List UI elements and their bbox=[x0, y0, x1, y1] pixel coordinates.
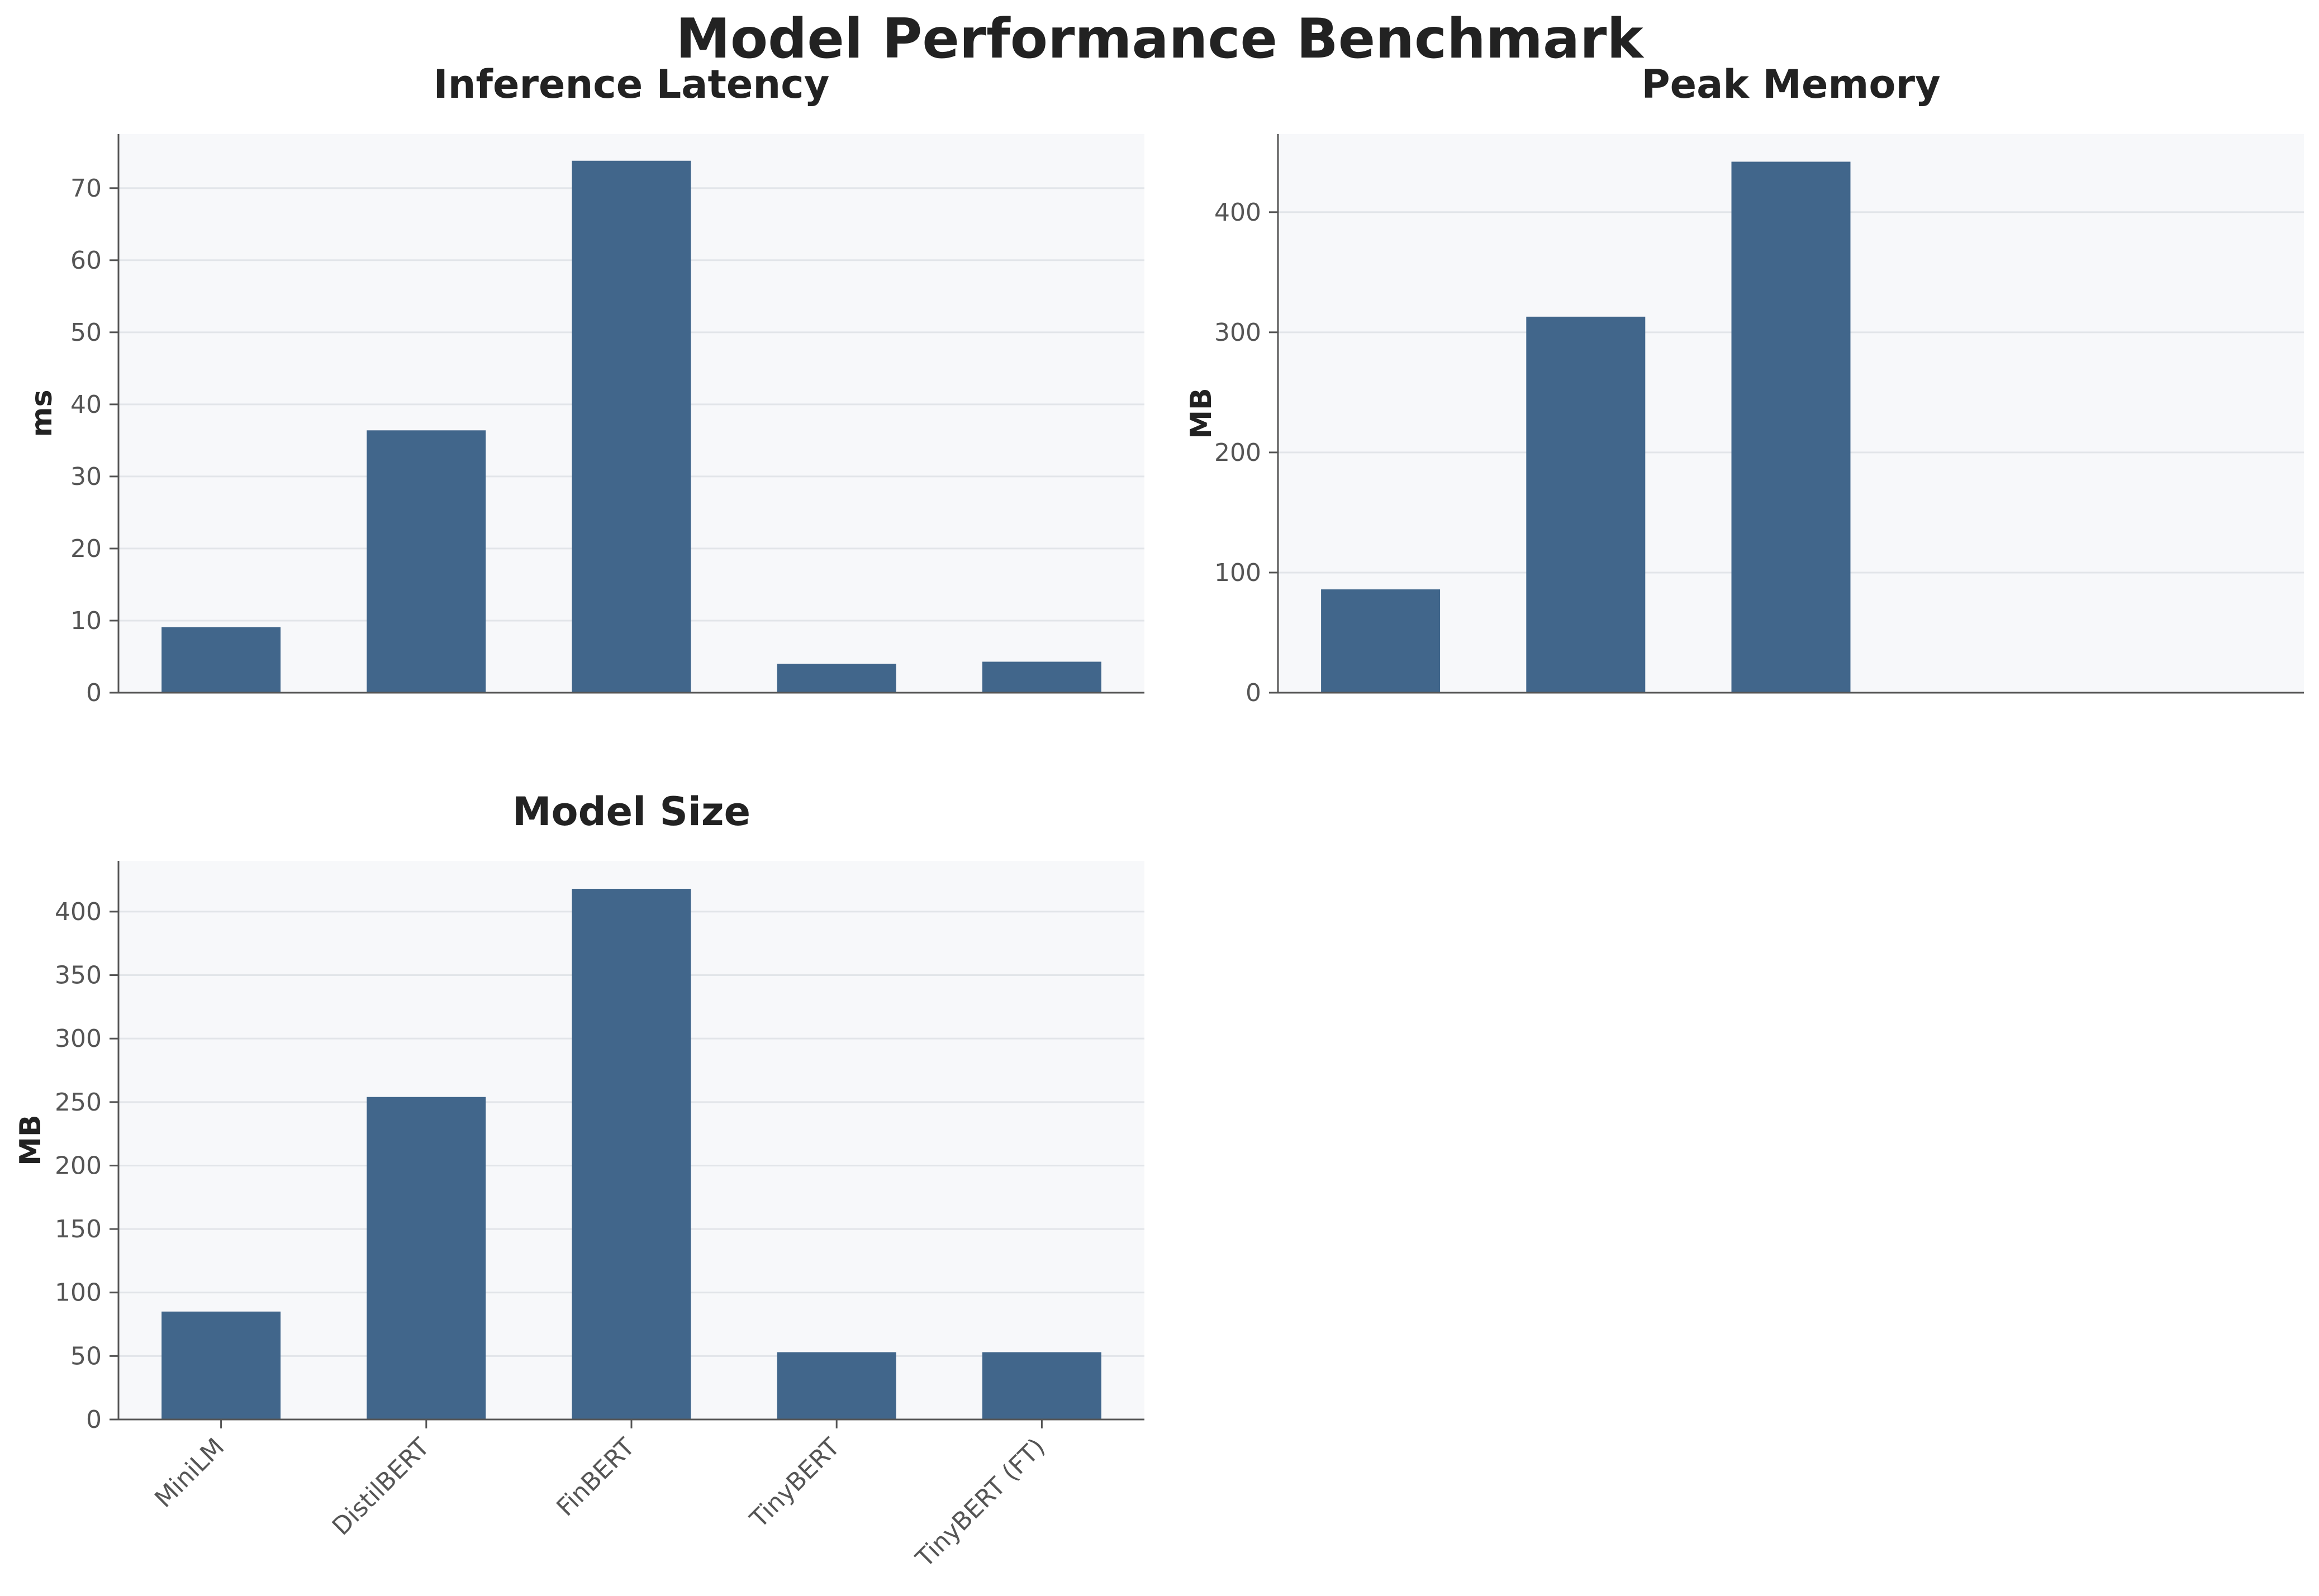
bar-tinybert bbox=[777, 664, 896, 693]
y-tick-label: 70 bbox=[70, 174, 102, 203]
y-tick-label: 150 bbox=[55, 1215, 102, 1244]
bar-minilm bbox=[1321, 589, 1441, 693]
panel-model-size: 0 50 100 150 200 250 300 350 400 MiniLM DistilBERT… bbox=[14, 789, 1144, 1573]
bar-minilm bbox=[161, 627, 281, 693]
panel-title: Peak Memory bbox=[1641, 61, 1940, 107]
y-tick-label: 100 bbox=[55, 1279, 102, 1307]
bar-distilbert bbox=[367, 1097, 486, 1419]
y-axis-label: MB bbox=[14, 1114, 47, 1165]
bar-finbert bbox=[572, 160, 691, 693]
x-tick-label-tinybert-ft: TinyBERT (FT) bbox=[910, 1433, 1051, 1573]
bar-distilbert bbox=[367, 430, 486, 693]
bar-minilm bbox=[161, 1311, 281, 1419]
y-tick-label: 50 bbox=[70, 318, 102, 347]
y-tick-label: 400 bbox=[55, 898, 102, 926]
bar-tinybert bbox=[777, 1352, 896, 1419]
y-tick-label: 0 bbox=[1246, 679, 1261, 707]
panel-title: Model Size bbox=[512, 789, 750, 835]
y-axis-label: ms bbox=[25, 389, 59, 437]
y-tick-label: 30 bbox=[70, 463, 102, 491]
y-tick-label: 350 bbox=[55, 961, 102, 990]
bar-tinybert-ft bbox=[982, 661, 1101, 693]
panel-title: Inference Latency bbox=[434, 61, 830, 107]
y-tick-label: 300 bbox=[1214, 318, 1261, 347]
y-tick-label: 200 bbox=[1214, 439, 1261, 467]
bar-finbert bbox=[1731, 161, 1851, 693]
panel-inference-latency: 0 10 20 30 40 50 60 70 Inference Latency ms bbox=[25, 61, 1144, 707]
y-tick-label: 10 bbox=[70, 607, 102, 635]
bar-finbert bbox=[572, 889, 691, 1419]
y-axis-label: MB bbox=[1185, 388, 1218, 439]
x-tick-label-finbert: FinBERT bbox=[551, 1433, 640, 1522]
y-tick-label: 200 bbox=[55, 1151, 102, 1180]
y-tick-label: 40 bbox=[70, 390, 102, 419]
y-tick-label: 20 bbox=[70, 535, 102, 563]
bar-tinybert-ft bbox=[982, 1352, 1101, 1419]
x-tick-label-tinybert: TinyBERT bbox=[744, 1433, 845, 1534]
y-tick-label: 100 bbox=[1214, 559, 1261, 587]
x-tick-label-distilbert: DistilBERT bbox=[327, 1433, 435, 1541]
y-tick-label: 60 bbox=[70, 246, 102, 275]
figure-title: Model Performance Benchmark bbox=[676, 7, 1643, 71]
y-tick-label: 50 bbox=[70, 1342, 102, 1370]
y-tick-label: 0 bbox=[86, 1406, 102, 1434]
y-tick-label: 0 bbox=[86, 679, 102, 707]
y-tick-label: 250 bbox=[55, 1088, 102, 1117]
y-tick-label: 400 bbox=[1214, 198, 1261, 227]
y-tick-label: 300 bbox=[55, 1025, 102, 1053]
x-tick-label-minilm: MiniLM bbox=[149, 1433, 230, 1513]
bar-distilbert bbox=[1526, 316, 1646, 693]
panel-peak-memory: 0 100 200 300 400 Peak Memory MB bbox=[1185, 61, 2304, 707]
